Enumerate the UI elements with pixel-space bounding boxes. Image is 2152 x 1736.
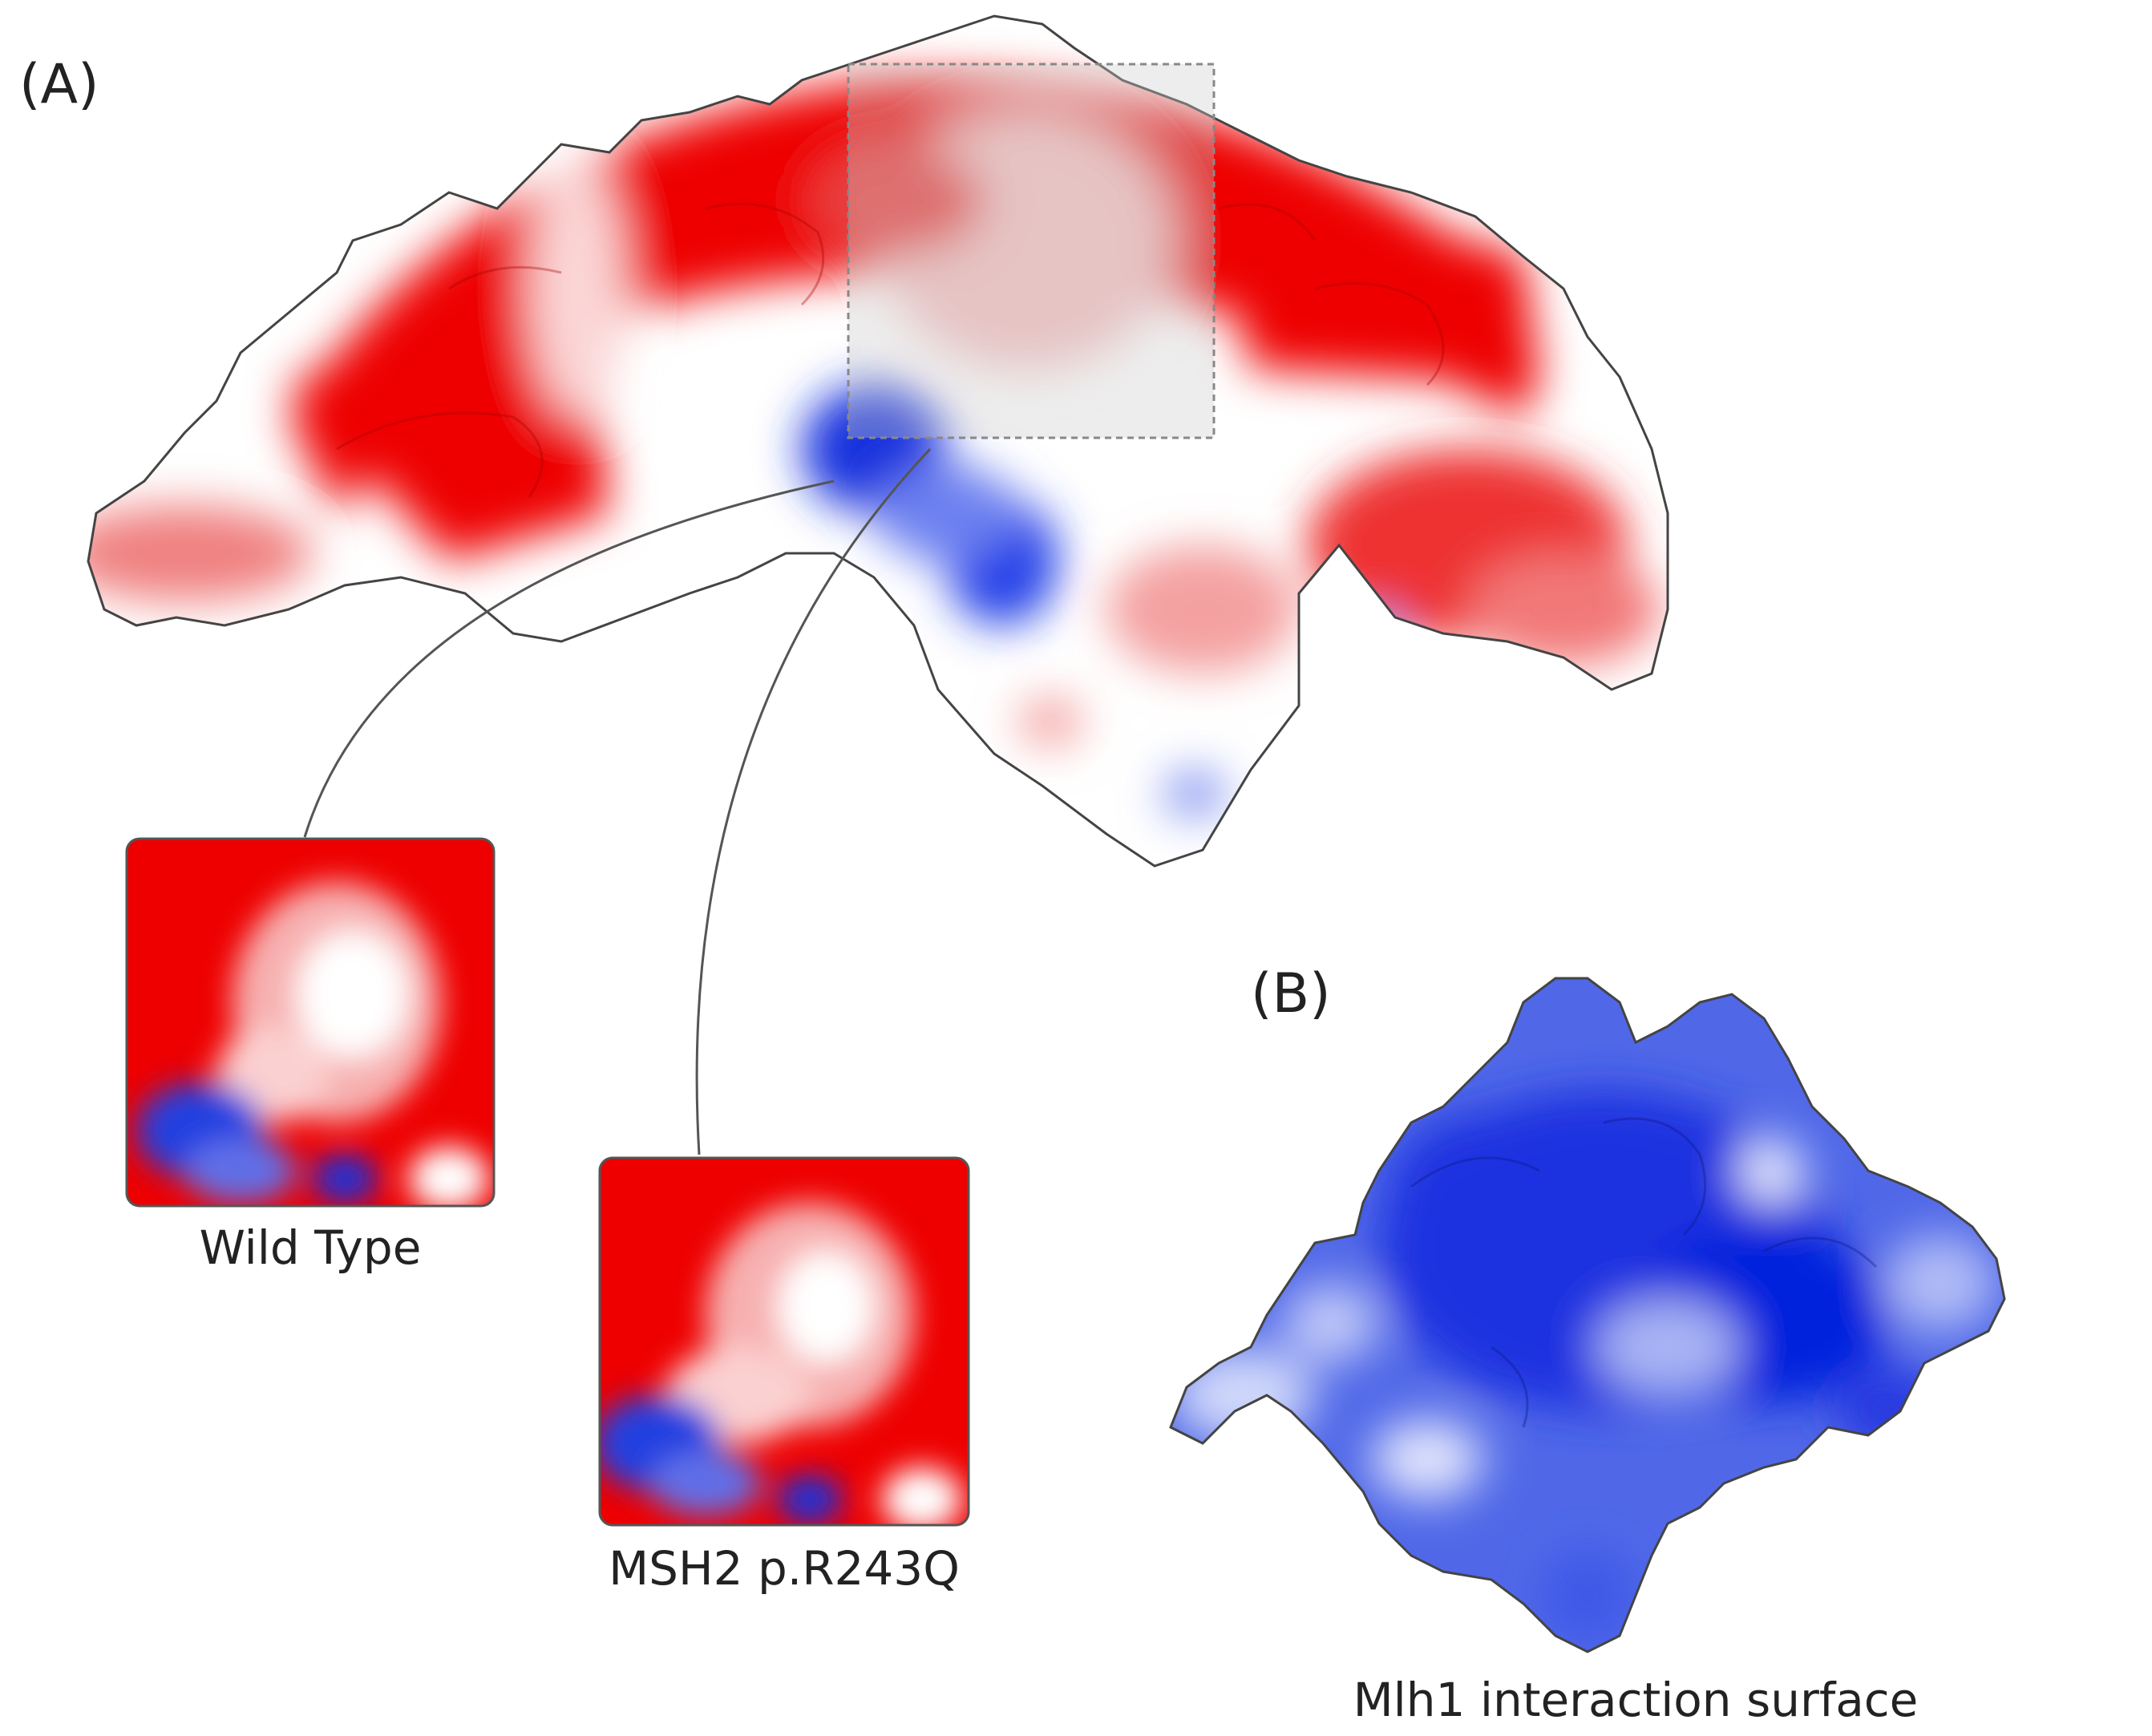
panel-b-surface: [1169, 977, 2006, 1653]
panel-b-caption: Mlh1 interaction surface: [1353, 1673, 1919, 1727]
mutant-caption: MSH2 p.R243Q: [609, 1541, 960, 1596]
panel-b-label: (B): [1251, 962, 1331, 1026]
wild-type-connector: [303, 480, 835, 838]
wild-type-inset: [125, 837, 496, 1208]
panel-a-label: (A): [19, 53, 99, 116]
wild-type-caption: Wild Type: [200, 1220, 422, 1275]
zoom-region-box: [847, 63, 1216, 439]
mutant-inset: [598, 1156, 970, 1527]
mutant-connector: [695, 447, 932, 1155]
